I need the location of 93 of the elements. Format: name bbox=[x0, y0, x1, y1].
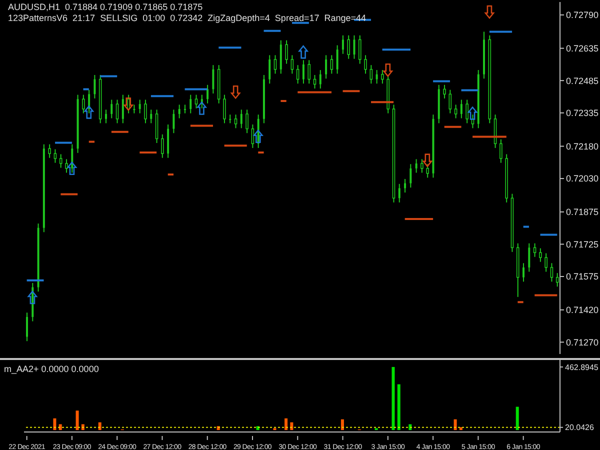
candlestick bbox=[223, 94, 226, 124]
candlestick bbox=[65, 158, 68, 174]
bar bbox=[392, 366, 395, 430]
candlestick bbox=[358, 34, 362, 64]
y-tick-label: 0.72635 bbox=[566, 43, 599, 54]
candlestick bbox=[308, 60, 311, 84]
candlestick bbox=[268, 54, 271, 84]
candlestick bbox=[82, 94, 85, 114]
bar bbox=[98, 422, 102, 430]
y-tick-label: 462.8945 bbox=[565, 362, 599, 372]
candlestick bbox=[184, 104, 186, 114]
candlestick bbox=[206, 84, 209, 104]
y-tick-label: 0.71270 bbox=[566, 337, 599, 348]
candlestick bbox=[150, 109, 152, 124]
candlestick bbox=[285, 40, 288, 64]
candlestick bbox=[48, 144, 51, 158]
y-tick-label: 0.71575 bbox=[566, 272, 599, 282]
candlestick bbox=[330, 54, 334, 74]
candlestick bbox=[319, 70, 322, 90]
candlestick bbox=[550, 262, 554, 282]
text: 123PatternsV6 21:17 SELLSIG 01:00 0.72342 ZigZagDepth=4 Spread=17 Range=44 bbox=[8, 13, 366, 24]
y-tick-label: 0.71725 bbox=[566, 239, 599, 250]
candlestick bbox=[290, 54, 294, 74]
candlestick bbox=[234, 114, 238, 129]
bar bbox=[454, 419, 457, 430]
bar bbox=[408, 424, 412, 430]
candlestick bbox=[415, 158, 418, 174]
bar bbox=[76, 410, 79, 430]
candlestick bbox=[381, 70, 384, 84]
candlestick bbox=[212, 64, 214, 94]
candlestick bbox=[122, 94, 124, 124]
candlestick bbox=[544, 252, 548, 272]
candlestick bbox=[426, 164, 429, 178]
candlestick bbox=[94, 74, 96, 99]
candlestick bbox=[190, 94, 192, 114]
y-tick-label: 0.71875 bbox=[566, 207, 599, 218]
candlestick bbox=[194, 94, 198, 109]
candlestick bbox=[500, 138, 502, 164]
candlestick bbox=[172, 109, 175, 134]
candlestick bbox=[404, 178, 406, 194]
candlestick bbox=[454, 104, 458, 119]
y-tick-label: 0.72180 bbox=[566, 141, 599, 152]
candlestick bbox=[420, 158, 424, 174]
y-tick-label: 0.72335 bbox=[566, 108, 599, 118]
candlestick bbox=[296, 64, 300, 84]
candlestick bbox=[240, 109, 242, 129]
candlestick bbox=[138, 99, 141, 114]
candlestick bbox=[410, 164, 412, 188]
candlestick bbox=[325, 54, 328, 80]
candlestick bbox=[353, 34, 356, 60]
candlestick bbox=[443, 84, 446, 99]
candlestick bbox=[144, 99, 147, 124]
candlestick bbox=[539, 248, 542, 262]
y-tick-label: 0.72485 bbox=[566, 76, 599, 86]
bar bbox=[53, 418, 56, 430]
candlestick bbox=[460, 99, 462, 119]
candlestick bbox=[116, 99, 119, 124]
candlestick bbox=[302, 60, 304, 84]
candlestick bbox=[342, 34, 344, 54]
chart-title: AUDUSD,H1 0.71884 0.71909 0.71865 0.71875 bbox=[8, 2, 204, 13]
candlestick bbox=[110, 99, 113, 119]
candlestick bbox=[528, 242, 530, 272]
bar bbox=[58, 424, 62, 430]
candlestick bbox=[104, 109, 107, 124]
chart-title: m_AA2+ 0.0000 0.0000 bbox=[4, 364, 99, 374]
bar bbox=[284, 418, 288, 430]
candlestick bbox=[376, 70, 378, 84]
bar bbox=[397, 384, 400, 430]
y-tick-label: 0.71420 bbox=[566, 305, 599, 316]
candlestick bbox=[370, 64, 373, 84]
candlestick bbox=[556, 272, 559, 288]
candlestick bbox=[448, 89, 452, 114]
candlestick bbox=[71, 144, 74, 174]
y-tick-label: 0.72030 bbox=[566, 174, 599, 184]
candlestick bbox=[347, 34, 350, 60]
candlestick bbox=[59, 154, 62, 168]
candlestick bbox=[54, 148, 57, 164]
candlestick bbox=[522, 262, 525, 282]
candlestick bbox=[26, 312, 28, 342]
candlestick bbox=[364, 54, 367, 74]
candlestick bbox=[336, 44, 338, 74]
candlestick bbox=[466, 99, 468, 124]
candlestick bbox=[133, 104, 136, 114]
candlestick bbox=[274, 54, 277, 74]
y-tick-label: 20.0426 bbox=[565, 423, 594, 432]
candlestick bbox=[246, 109, 248, 134]
candlestick bbox=[533, 242, 536, 258]
candlestick bbox=[161, 134, 164, 158]
candlestick bbox=[398, 183, 400, 203]
candlestick bbox=[178, 104, 180, 119]
y-tick-label: 0.72790 bbox=[566, 10, 599, 20]
bar bbox=[516, 406, 519, 430]
bar bbox=[340, 419, 344, 430]
